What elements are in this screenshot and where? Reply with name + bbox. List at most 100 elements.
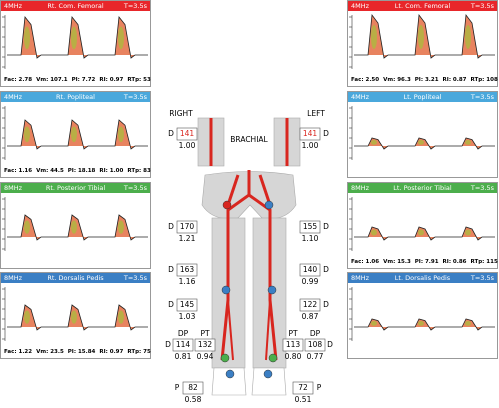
waveform [2, 106, 148, 160]
marker: P [317, 383, 322, 392]
spectral-band [118, 126, 124, 143]
pressure: 155 [303, 222, 318, 231]
marker: D [168, 300, 174, 309]
waveform-panel: 4MHz Lt. Com. Femoral T=3.5s Fac: 2.50 Vm: 9… [347, 0, 498, 87]
waveform [2, 197, 148, 251]
spectral-band [465, 229, 471, 236]
probe-frequency: 4MHz [351, 2, 370, 10]
spectral-band [71, 220, 77, 234]
spectral-band [118, 220, 124, 234]
waveform-panel: 4MHz Rt. Popliteal T=3.5s Fac: 1.16 Vm: 44.5… [0, 91, 151, 178]
pressure-box [292, 381, 314, 395]
panel-header: 8MHz Rt. Dorsalis Pedis T=3.5s [1, 273, 150, 283]
arteries [209, 118, 289, 361]
index: 1.00 [179, 141, 196, 150]
right-label: RIGHT [169, 109, 193, 118]
footer-value: PI: 7.91 [414, 259, 439, 265]
flow-fill [7, 120, 148, 149]
flow-trace [7, 214, 148, 241]
index: 0.51 [295, 395, 312, 404]
pressure: 163 [180, 265, 195, 274]
spectral-band [418, 321, 424, 326]
panel-header: 4MHz Rt. Popliteal T=3.5s [1, 92, 150, 102]
time-scale: T=3.5s [470, 184, 494, 192]
spectral-band [24, 310, 30, 324]
site-name: Rt. Popliteal [56, 93, 95, 101]
pressure-box [282, 338, 304, 352]
footer-value: Fac: 1.16 [4, 168, 33, 174]
index: 0.94 [197, 352, 214, 361]
footer-value: Vm: 15.3 [383, 259, 411, 265]
spectral-band [118, 310, 124, 324]
time-scale: T=3.5s [470, 274, 494, 282]
pressure: 140 [303, 265, 318, 274]
pressure-box [299, 127, 321, 141]
footer-value: Fac: 1.06 [351, 259, 380, 265]
waveform [349, 197, 495, 251]
left-label: LEFT [307, 109, 325, 118]
spectral-band [24, 220, 30, 234]
footer-value: PI: 7.72 [71, 77, 96, 83]
pressure-box [172, 338, 194, 352]
spectral-band [24, 26, 30, 50]
spectral-band [465, 321, 471, 326]
footer-value: RTp: 108 [470, 77, 498, 83]
panel-footer: Fac: 2.50 Vm: 96.3 PI: 3.21 RI: 0.87 RTp: 10… [351, 77, 499, 83]
footer-value: RTp: 53 [127, 77, 151, 83]
pressure-box [182, 381, 204, 395]
panel-footer: Fac: 2.78 Vm: 107.1 PI: 7.72 RI: 0.97 RTp: 5… [4, 77, 155, 83]
waveform-panel: 8MHz Rt. Posterior Tibial T=3.5s [0, 182, 151, 269]
footer-value: RI: 0.87 [442, 77, 467, 83]
flow-trace [354, 226, 495, 241]
footer-value: Fac: 2.78 [4, 77, 33, 83]
probe-frequency: 4MHz [4, 93, 23, 101]
flow-trace [7, 304, 148, 331]
marker: D [165, 340, 171, 349]
panel-footer: Fac: 1.22 Vm: 23.5 PI: 15.84 RI: 0.97 RTp: 7… [4, 349, 155, 355]
pressure: 113 [286, 340, 301, 349]
footer-value: Fac: 2.50 [351, 77, 380, 83]
flow-fill [7, 17, 148, 58]
footer-value: Vm: 96.3 [383, 77, 411, 83]
flow-trace [354, 318, 495, 331]
spectral-band [418, 140, 424, 145]
waveform [349, 287, 495, 341]
spectral-band [71, 126, 77, 143]
waveform-panel: 8MHz Rt. Dorsalis Pedis T=3.5s Fac: 1.22 Vm:… [0, 272, 151, 359]
index: 0.58 [185, 395, 202, 404]
pressure: 82 [188, 383, 198, 392]
pressure-box [304, 338, 326, 352]
time-scale: T=3.5s [123, 2, 147, 10]
pressure: 114 [176, 340, 191, 349]
panel-header: 4MHz Lt. Com. Femoral T=3.5s [348, 1, 497, 11]
flow-fill [354, 319, 495, 330]
waveform [349, 13, 495, 69]
site-name: Rt. Dorsalis Pedis [47, 274, 104, 282]
panel-header: 4MHz Lt. Popliteal T=3.5s [348, 92, 497, 102]
waveform-panel: 8MHz Lt. Posterior Tibial T=3.5s Fac: 1.06 V… [347, 182, 498, 269]
probe-frequency: 4MHz [351, 93, 370, 101]
flow-trace [7, 15, 148, 59]
probe-frequency: 8MHz [4, 184, 23, 192]
flow-trace [7, 119, 148, 150]
spectral-band [118, 26, 124, 50]
index: 0.99 [302, 277, 319, 286]
probe-markers [220, 200, 278, 379]
pressure: 72 [298, 383, 308, 392]
pressure-box [176, 298, 198, 312]
footer-value: RI: 1.00 [99, 168, 124, 174]
spectral-band [465, 140, 471, 145]
spectral-band [465, 25, 471, 49]
vessel-header: DP [310, 329, 321, 338]
index: 1.00 [302, 141, 319, 150]
spectral-band [371, 25, 377, 49]
pressure: 132 [198, 340, 213, 349]
spectral-band [371, 140, 377, 145]
marker: D [168, 129, 174, 138]
marker: D [168, 222, 174, 231]
panel-header: 4MHz Rt. Com. Femoral T=3.5s [1, 1, 150, 11]
footer-value: PI: 18.18 [67, 168, 96, 174]
spectral-band [71, 310, 77, 324]
footer-value: RI: 0.86 [442, 259, 467, 265]
